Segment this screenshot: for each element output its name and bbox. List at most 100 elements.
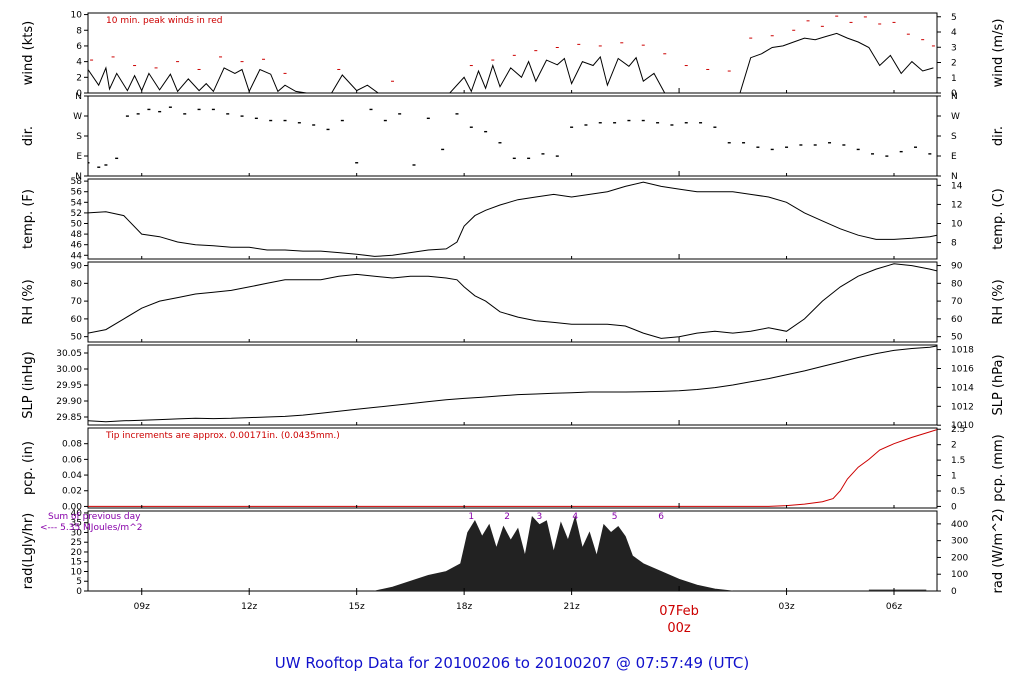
left-axis-label: wind (kts) (21, 21, 36, 85)
right-tick-label: 1 (951, 74, 957, 84)
right-tick-label: 0 (951, 587, 957, 597)
left-tick-label: 5 (76, 577, 82, 587)
panel-frame (87, 344, 938, 426)
left-tick-label: 46 (71, 241, 83, 251)
direction-point (742, 142, 746, 144)
panel-frame (87, 261, 938, 343)
direction-point (871, 153, 875, 155)
left-tick-label: 20 (71, 548, 83, 558)
direction-point (340, 119, 344, 122)
direction-point (555, 155, 559, 157)
series-line (88, 32, 934, 93)
right-axis-label: SLP (hPa) (991, 354, 1006, 415)
left-tick-label: 48 (71, 230, 83, 240)
right-tick-label: 4 (951, 28, 957, 38)
panel-frame (87, 95, 938, 177)
x-tick-label: 06z (886, 602, 902, 612)
direction-point (713, 126, 717, 128)
panel-rad: 05101520253035400100200300400rad(Lgly/hr… (21, 509, 1006, 597)
left-tick-label: 4 (76, 58, 82, 68)
radiation-note: Sum of previous day (48, 512, 141, 522)
direction-point (312, 124, 316, 126)
direction-point (398, 113, 402, 115)
left-tick-label: 8 (76, 26, 82, 36)
direction-point (885, 155, 889, 157)
left-tick-label: S (76, 132, 82, 142)
right-tick-label: N (951, 172, 958, 182)
panel-note: Tip increments are approx. 0.00171in. (0… (105, 431, 340, 441)
direction-point (799, 144, 803, 146)
series-line (88, 429, 937, 507)
right-tick-label: 60 (951, 315, 963, 325)
series-area (374, 515, 733, 591)
direction-point (842, 144, 846, 146)
panel-wind: 0 2 4 6 8 10 0 1 2 3 4 5 wind (kts) wind (m/s) 10 min.… (21, 11, 1006, 99)
direction-point (484, 130, 488, 133)
right-axis-label: rad (W/m^2) (991, 509, 1006, 594)
radiation-note: <--- 5.35 MJoules/m^2 (40, 523, 142, 533)
x-tick-label: 12z (241, 602, 257, 612)
direction-point (104, 164, 108, 166)
left-tick-label: W (73, 112, 82, 122)
direction-point (914, 146, 918, 148)
direction-point (412, 164, 416, 166)
left-tick-label: 40 (71, 509, 83, 519)
x-tick-label: 21z (564, 602, 580, 612)
x-tick-label: 18z (456, 602, 472, 612)
right-tick-label: 300 (951, 537, 968, 547)
left-axis-label: rad(Lgly/hr) (21, 513, 36, 589)
direction-point (147, 108, 151, 111)
left-tick-label: 15 (71, 558, 82, 568)
left-tick-label: N (75, 172, 82, 182)
left-tick-label: 70 (71, 297, 83, 307)
right-tick-label: 0 (951, 502, 957, 512)
right-tick-label: N (951, 92, 958, 102)
panel-rh: 50 60 70 80 90 50 60 70 80 90 RH (%) RH (%) (21, 261, 1006, 343)
hour-mark-label: 1 (468, 512, 474, 522)
direction-point (441, 148, 445, 151)
right-tick-label: 8 (951, 239, 957, 249)
direction-point (88, 162, 90, 164)
right-tick-label: 400 (951, 520, 968, 530)
direction-point (613, 122, 617, 124)
direction-point (115, 157, 119, 160)
right-tick-label: 1014 (951, 383, 974, 393)
left-tick-label: 80 (71, 279, 83, 289)
direction-point (158, 110, 162, 113)
direction-point (498, 142, 502, 144)
left-tick-label: 44 (71, 251, 83, 261)
hour-mark-label: 3 (536, 512, 542, 522)
right-axis-label: pcp. (mm) (991, 434, 1006, 501)
right-tick-label: 100 (951, 570, 968, 580)
direction-point (240, 115, 244, 117)
direction-point (699, 122, 703, 124)
right-tick-label: E (951, 152, 957, 162)
direction-point (828, 142, 832, 144)
direction-point (426, 117, 430, 120)
direction-point (684, 122, 688, 124)
right-tick-label: 50 (951, 333, 963, 343)
x-tick-label: 15z (349, 602, 365, 612)
chart-title: UW Rooftop Data for 20100206 to 20100207… (275, 654, 749, 672)
right-tick-label: 1010 (951, 421, 974, 431)
direction-point (297, 122, 301, 124)
right-tick-label: 90 (951, 262, 963, 272)
direction-point (455, 113, 459, 115)
direction-point (168, 106, 172, 108)
right-tick-label: S (951, 132, 957, 142)
left-tick-label: 90 (71, 262, 83, 272)
direction-point (512, 157, 516, 160)
left-tick-label: 2 (76, 73, 82, 83)
left-tick-label: 25 (71, 538, 82, 548)
left-tick-label: 30 (71, 528, 83, 538)
left-tick-label: 50 (71, 333, 83, 343)
left-tick-label: 10 (71, 11, 83, 21)
right-tick-label: 12 (951, 200, 962, 210)
right-tick-label: 80 (951, 279, 963, 289)
direction-point (770, 148, 774, 151)
direction-point (197, 108, 201, 111)
left-tick-label: 50 (71, 220, 83, 230)
right-tick-label: W (951, 112, 960, 122)
